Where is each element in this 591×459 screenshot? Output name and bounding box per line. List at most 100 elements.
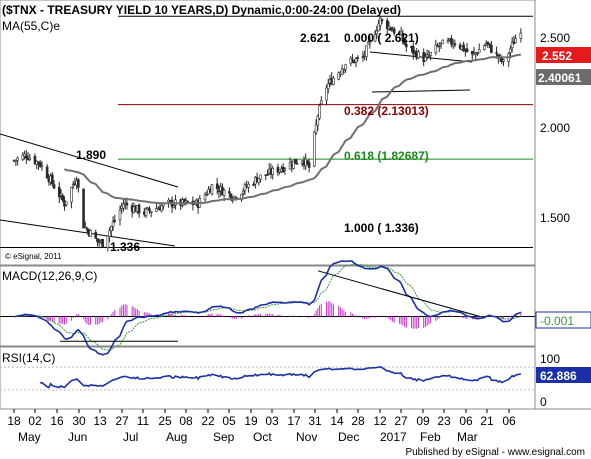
candle-body <box>510 41 514 48</box>
channel-bottom-line <box>371 89 471 93</box>
xaxis-month-label: Dec <box>338 430 359 444</box>
candle-body <box>429 52 432 56</box>
candle-body <box>325 87 328 101</box>
candle-body <box>354 58 358 63</box>
rsi-line <box>39 365 522 389</box>
candle-body <box>306 160 309 164</box>
xaxis-month-label: Jul <box>123 430 138 444</box>
candle-body <box>106 235 110 249</box>
candle-body <box>424 56 427 62</box>
candle-body <box>319 100 323 105</box>
candle-body <box>252 183 255 186</box>
candle-body <box>118 209 122 221</box>
candle-body <box>316 116 320 126</box>
candle-body <box>378 17 382 26</box>
candle-body <box>512 41 516 45</box>
ma-value: 2.40061 <box>538 71 582 85</box>
candle-body <box>259 174 262 180</box>
ma-label: MA(55,C)e <box>2 19 60 33</box>
ma-value-tag <box>536 69 591 85</box>
copyright-label: © eSignal, 2011 <box>5 252 62 261</box>
candle-body <box>38 162 42 167</box>
candle-body <box>241 190 245 194</box>
candle-body <box>51 174 54 184</box>
xaxis-day-label: 05 <box>222 414 236 428</box>
candle-body <box>71 184 75 187</box>
swing-high-label: 1.890 <box>76 148 106 162</box>
macd-plot <box>0 260 535 356</box>
candle-body <box>292 160 295 169</box>
candle-body <box>172 205 176 208</box>
candle-body <box>373 34 377 42</box>
candle-body <box>417 51 420 59</box>
xaxis-day-label: 17 <box>287 414 301 428</box>
candle-body <box>45 166 49 179</box>
candle-body <box>361 56 365 58</box>
candle-body <box>509 48 512 53</box>
candle-body <box>77 179 80 188</box>
candle-body <box>385 20 389 30</box>
candle-body <box>519 32 523 39</box>
downtrend-line <box>0 133 179 188</box>
candle-body <box>24 155 28 159</box>
candle-body <box>488 43 491 46</box>
candle-body <box>257 178 261 184</box>
candle-body <box>52 184 56 189</box>
candle-body <box>122 203 125 209</box>
xaxis-month-label: Nov <box>296 430 317 444</box>
candle-body <box>337 72 340 80</box>
candle-body <box>403 38 406 45</box>
candle-body <box>462 44 465 52</box>
xaxis-day-label: 12 <box>373 414 387 428</box>
fib618-label: 0.618 (1.82687) <box>344 149 429 163</box>
xaxis-day-label: 18 <box>7 414 21 428</box>
candle-body <box>283 168 287 171</box>
xaxis-day-label: 06 <box>502 414 516 428</box>
xaxis-day-label: 27 <box>115 414 129 428</box>
xaxis-day-label: 03 <box>265 414 279 428</box>
candle-body <box>61 195 65 201</box>
candle-body <box>490 44 493 53</box>
xaxis-day-label: 21 <box>480 414 494 428</box>
moving-average-line <box>63 53 522 205</box>
candle-body <box>476 52 479 55</box>
xaxis-day-label: 02 <box>28 414 42 428</box>
candle-body <box>155 208 158 212</box>
candle-body <box>495 52 498 54</box>
candle-body <box>514 38 517 43</box>
candle-body <box>57 186 61 198</box>
macd-signal-line <box>14 263 522 351</box>
candle-body <box>392 28 396 34</box>
candle-body <box>502 59 505 62</box>
rsi-value: 62.886 <box>540 369 577 383</box>
candle-body <box>111 221 115 227</box>
rsi-panel-frame <box>0 346 536 410</box>
candle-body <box>125 202 129 206</box>
candle-body <box>332 78 335 85</box>
candle-body <box>477 49 481 53</box>
footer-text: Published by eSignal - www.esignal.com <box>405 447 585 458</box>
candle-body <box>210 184 214 195</box>
price-panel-frame <box>0 0 536 266</box>
price-axis-label: 1.500 <box>540 211 570 225</box>
xaxis-month-label: May <box>18 430 41 444</box>
candle-body <box>453 43 457 46</box>
xaxis-day-label: 11 <box>137 414 150 428</box>
candle-body <box>222 189 226 196</box>
candle-body <box>356 57 360 59</box>
candle-body <box>40 165 44 168</box>
candle-body <box>405 44 408 48</box>
candle-body <box>33 155 37 164</box>
rsi-plot <box>0 365 535 391</box>
xaxis-day-label: 16 <box>50 414 64 428</box>
xaxis-month-label: Sep <box>213 430 235 444</box>
candle-body <box>368 39 372 44</box>
high-label: 2.621 <box>300 31 330 45</box>
candle-body <box>271 168 275 175</box>
xaxis-day-label: 09 <box>416 414 430 428</box>
candle-body <box>375 30 379 35</box>
macd-line <box>14 260 522 356</box>
candle-body <box>411 45 415 54</box>
candle-body <box>228 191 231 194</box>
